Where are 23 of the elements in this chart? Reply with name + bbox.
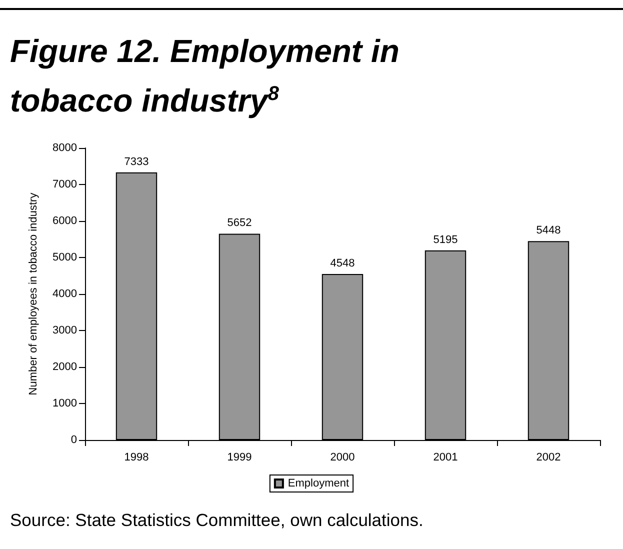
y-tick-label: 3000 xyxy=(52,324,77,336)
x-tick-label: 1998 xyxy=(124,452,149,464)
y-tick-label: 8000 xyxy=(52,142,77,154)
y-tick-label: 4000 xyxy=(52,288,77,300)
data-label: 7333 xyxy=(124,156,149,168)
y-tick-label: 5000 xyxy=(52,252,77,264)
y-tick-label: 0 xyxy=(70,434,77,446)
data-label: 5448 xyxy=(536,224,561,237)
x-tick-label: 1999 xyxy=(227,452,252,464)
x-tick-label: 2000 xyxy=(330,452,355,464)
x-tick-label: 2001 xyxy=(433,452,458,464)
y-tick-label: 6000 xyxy=(52,215,77,227)
data-label: 5652 xyxy=(227,217,252,230)
data-label: 5195 xyxy=(433,234,458,246)
y-tick-label: 2000 xyxy=(52,361,77,373)
y-axis-title: Number of employees in tobacco industry xyxy=(28,192,40,396)
legend-label: Employment xyxy=(288,478,350,490)
chart-title: Figure 12. Employment in tobacco industry$^{8}$ xyxy=(10,32,400,121)
x-tick-label: 2002 xyxy=(536,452,561,464)
source-note: Source: State Statistics Committee, own calculations. xyxy=(10,510,424,531)
y-tick-label: 1000 xyxy=(52,398,77,410)
data-label: 4548 xyxy=(330,258,355,270)
y-tick-label: 7000 xyxy=(52,178,77,190)
